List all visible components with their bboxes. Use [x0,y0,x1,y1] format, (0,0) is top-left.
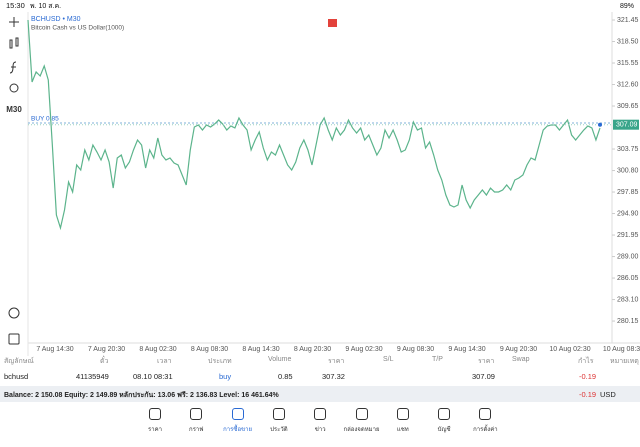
nav-label[interactable]: กล่องจดหมาย [343,427,380,433]
x-tick-label: 8 Aug 08:30 [191,346,228,353]
one-click-icon[interactable] [328,19,337,27]
x-tick-label: 10 Aug 02:30 [549,346,590,353]
header: ตั๋ว [100,358,109,365]
order-label: BUY 0.85 [31,116,59,123]
crosshair-icon[interactable] [9,17,19,27]
header: ประเภท [208,358,232,365]
nav-label[interactable]: ประวัติ [270,427,288,433]
x-tick-label: 9 Aug 02:30 [345,346,382,353]
header: หมายเหตุ [610,358,639,365]
y-tick-label: 315.55 [617,60,639,67]
header: กำไร [578,358,594,365]
nav-label[interactable]: กราฟ [189,427,204,433]
y-tick-label: 289.00 [617,253,639,260]
chart: 15:30 พ. 10 ส.ค. 89% M30 BCHUSD • M30 Bi… [6,1,640,356]
header: Swap [512,356,530,363]
y-tick-label: 312.60 [617,81,639,88]
nav-label[interactable]: การตั้งค่า [473,427,498,433]
open-price-cell: 307.32 [322,372,345,381]
header: สัญลักษณ์ [4,358,34,365]
nav-label[interactable]: ข่าว [314,427,326,433]
y-tick-label: 318.50 [617,38,639,45]
function-icon[interactable] [9,61,17,74]
nav-icon[interactable] [190,408,203,420]
status-time: 15:30 [6,1,25,10]
toolbar [8,17,20,345]
ticket-cell: 41135949 [76,372,109,381]
timeframe[interactable]: M30 [6,105,22,114]
header: ราคา [478,358,495,365]
x-tick-label: 8 Aug 20:30 [294,346,331,353]
x-tick-label: 9 Aug 14:30 [448,346,485,353]
price-line [27,19,601,231]
y-tick-label: 280.15 [617,318,639,325]
header: T/P [432,356,443,363]
header: ราคา [328,358,345,365]
nav-icon[interactable] [438,408,451,420]
x-tick-label: 8 Aug 02:30 [139,346,176,353]
balance: Balance: 2 150.08 Equity: 2 149.89 หลักป… [4,392,279,399]
balance-bar: Balance: 2 150.08 Equity: 2 149.89 หลักป… [0,386,640,402]
x-tick-label: 9 Aug 20:30 [500,346,537,353]
y-tick-label: 291.95 [617,232,639,239]
currency: USD [600,390,616,399]
y-tick-label: 297.85 [617,189,639,196]
header: เวลา [157,358,172,365]
nav-icon[interactable] [355,408,368,420]
plot-area [28,12,612,343]
symbol-description: Bitcoin Cash vs US Dollar(1000) [31,25,124,32]
total-profit: -0.19 [579,390,597,399]
y-tick-label: 300.80 [617,167,639,174]
nav-icon[interactable] [231,408,244,420]
x-tick-label: 10 Aug 08:3 [603,346,640,353]
time-cell: 08.10 08:31 [133,372,173,381]
current-price-box [613,119,639,130]
type-cell: buy [219,372,232,381]
nav-label[interactable]: การซื้อขาย [223,427,253,433]
header: S/L [383,356,394,363]
add-icon[interactable] [8,333,20,345]
y-tick-label: 286.05 [617,275,639,282]
x-tick-label: 9 Aug 08:30 [397,346,434,353]
objects-icon[interactable] [9,83,19,93]
nav-icon[interactable] [149,408,161,420]
status-date: พ. 10 ส.ค. [30,3,61,10]
nav-icon[interactable] [479,408,492,420]
status-battery: 89% [620,3,634,10]
y-tick-label: 309.65 [617,103,639,110]
y-tick-label: 294.90 [617,210,639,217]
y-tick-label: 283.10 [617,296,639,303]
nav-icon[interactable] [314,408,327,420]
symbol-cell[interactable]: bchusd [4,372,29,381]
nav-label[interactable]: บัญชี [437,427,451,433]
profit-cell: -0.19 [579,372,597,381]
trade-icon[interactable] [8,307,20,319]
header: Volume [268,356,292,363]
nav-label[interactable]: แชท [396,427,409,433]
nav-label[interactable]: ราคา [148,427,162,433]
x-tick-label: 8 Aug 14:30 [242,346,279,353]
symbol: BCHUSD • M30 [31,16,81,23]
y-tick-label: 321.45 [617,17,639,24]
indicator-icon[interactable] [9,37,19,49]
y-tick-label: 303.75 [617,146,639,153]
x-tick-label: 7 Aug 14:30 [36,346,73,353]
volume-cell: 0.85 [278,372,293,381]
x-tick-label: 7 Aug 20:30 [88,346,125,353]
nav-icon[interactable] [272,408,285,420]
nav-icon[interactable] [396,408,409,420]
last-point [598,122,602,127]
price-cell: 307.09 [472,372,495,381]
current-price-label: 307.09 [616,122,638,129]
